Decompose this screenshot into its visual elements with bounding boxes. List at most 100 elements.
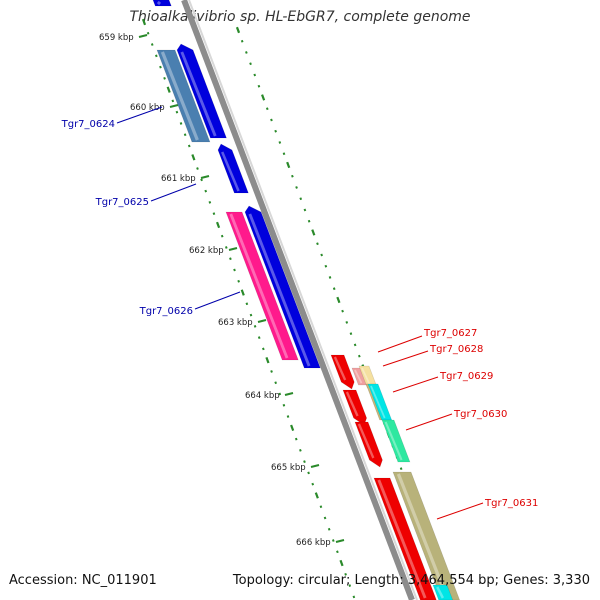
inner-ruler-tick xyxy=(159,65,162,69)
inner-ruler-tick xyxy=(216,221,221,229)
callout-line xyxy=(436,502,484,520)
inner-ruler-tick xyxy=(229,257,232,261)
inner-ruler-tick xyxy=(262,347,265,351)
gene-bar-tgr7-0631-outer-shine xyxy=(396,473,449,599)
inner-ruler-tick xyxy=(212,212,216,216)
inner-ruler-tick xyxy=(307,471,310,475)
gene-callouts: Tgr7_0624 Tgr7_0625 Tgr7_0626 Tgr7_0627 Tgr7… xyxy=(61,106,538,520)
inner-ruler-tick xyxy=(265,356,270,364)
gene-label[interactable]: Tgr7_0625 xyxy=(95,197,149,208)
outer-ruler-tick xyxy=(282,152,286,156)
gene-bar-tgr7-0626-inner xyxy=(225,211,299,361)
gene-label[interactable]: Tgr7_0624 xyxy=(61,119,115,130)
gene-bar-tgr7-0630 xyxy=(354,421,383,468)
callout-line xyxy=(194,291,241,310)
gene-label[interactable]: Tgr7_0631 xyxy=(484,498,538,509)
inner-ruler-tick xyxy=(240,289,245,296)
gene-bar-partial xyxy=(152,0,172,7)
outer-ruler-tick xyxy=(270,118,273,122)
outer-ruler-tick xyxy=(245,51,248,54)
outer-ruler-tick xyxy=(278,141,282,144)
ruler-major-tick xyxy=(284,392,294,396)
outer-ruler-tick xyxy=(324,264,328,268)
gene-bar-tgr7-0631 xyxy=(373,477,437,600)
callout-line xyxy=(392,376,439,393)
gene-bar-partial-shine xyxy=(156,0,162,6)
callout-line xyxy=(150,183,197,202)
inner-ruler-tick xyxy=(204,189,208,193)
map-title: Thioalkalivibrio sp. HL-EbGR7, complete … xyxy=(129,9,471,25)
inner-ruler-tick xyxy=(191,154,196,161)
inner-ruler-tick xyxy=(319,505,323,509)
gene-bar-tgr7-0624-shine xyxy=(180,51,217,137)
gene-bar-tgr7-0624-inner-shine xyxy=(160,51,199,141)
gene-bar-tgr7-0627-shine xyxy=(333,356,347,381)
gene-bar-tgr7-0629-shine xyxy=(345,391,359,417)
gene-bar-tgr7-0624 xyxy=(176,43,227,139)
outer-ruler-tick xyxy=(240,39,244,43)
inner-ruler-tick xyxy=(290,424,295,432)
inner-ruler-tick xyxy=(245,302,249,306)
outer-ruler-tick xyxy=(332,287,336,291)
ruler-label: 663 kbp xyxy=(218,318,253,328)
gene-label[interactable]: Tgr7_0630 xyxy=(453,409,507,420)
backbone-highlight xyxy=(188,0,418,600)
inner-ruler-tick xyxy=(171,99,175,103)
inner-ruler-tick xyxy=(224,246,228,249)
topology-text: Topology: circular; Length: 3,464,554 bp… xyxy=(232,573,590,588)
outer-ruler-tick xyxy=(286,161,291,169)
inner-ruler-tick xyxy=(299,448,302,452)
backbone-line xyxy=(181,0,415,600)
gene-bar-next-cyan-shine xyxy=(436,586,445,599)
outer-ruler-tick xyxy=(320,253,323,257)
inner-ruler-tick xyxy=(196,167,199,170)
callout-line xyxy=(377,335,423,353)
ruler-major-tick xyxy=(335,539,345,543)
gene-label[interactable]: Tgr7_0626 xyxy=(139,306,193,317)
outer-ruler-tick xyxy=(299,197,303,201)
gene-bar-tgr7-0629 xyxy=(342,389,367,426)
gene-bar-tgr7-0630-green xyxy=(381,419,411,463)
gene-features xyxy=(152,0,460,600)
inner-ruler-tick xyxy=(274,381,277,385)
callout-line xyxy=(382,350,429,367)
outer-ruler-tick xyxy=(349,332,353,336)
inner-ruler-tick xyxy=(286,415,290,418)
inner-ruler-tick xyxy=(336,550,339,554)
outer-ruler-tick xyxy=(257,84,261,88)
inner-ruler-tick xyxy=(187,144,191,148)
outer-ruler-tick xyxy=(235,26,241,34)
inner-ruler-tick xyxy=(179,122,183,125)
outer-ruler-tick xyxy=(311,229,316,236)
gene-bar-tgr7-0631-outer xyxy=(392,471,460,600)
gene-label[interactable]: Tgr7_0629 xyxy=(439,371,493,382)
outer-ruler-tick xyxy=(295,186,298,189)
inner-ruler-tick xyxy=(278,392,282,396)
gene-label[interactable]: Tgr7_0628 xyxy=(429,344,483,355)
gene-bar-tgr7-0627 xyxy=(330,354,355,390)
inner-ruler-tick xyxy=(314,492,319,499)
ruler-major-tick xyxy=(169,104,179,108)
inner-ruler-tick xyxy=(323,516,327,520)
ruler-label: 665 kbp xyxy=(271,463,306,473)
gene-bar-tgr7-0625 xyxy=(217,143,249,194)
ruler-label: 660 kbp xyxy=(130,103,165,113)
inner-ruler-tick xyxy=(344,572,347,576)
ruler-major-tick xyxy=(257,319,267,323)
gene-bar-tgr7-0625-shine xyxy=(221,151,240,192)
gene-label[interactable]: Tgr7_0627 xyxy=(423,328,477,339)
accession-text: Accession: NC_011901 xyxy=(9,573,157,588)
ruler-label: 664 kbp xyxy=(245,391,280,401)
inner-ruler-tick xyxy=(348,584,352,587)
gene-bar-tgr7-0628b-shine xyxy=(361,367,372,387)
ruler-major-tick xyxy=(228,247,238,251)
outer-ruler-tick xyxy=(274,129,277,133)
inner-ruler-tick xyxy=(220,234,224,238)
gene-bar-tgr7-0630-shine xyxy=(357,423,375,459)
outer-ruler-tick xyxy=(261,94,266,101)
inner-ruler-tick xyxy=(253,324,257,328)
ruler-label: 666 kbp xyxy=(296,538,331,548)
callout-line xyxy=(405,413,453,431)
inner-ruler-tick xyxy=(257,336,261,340)
